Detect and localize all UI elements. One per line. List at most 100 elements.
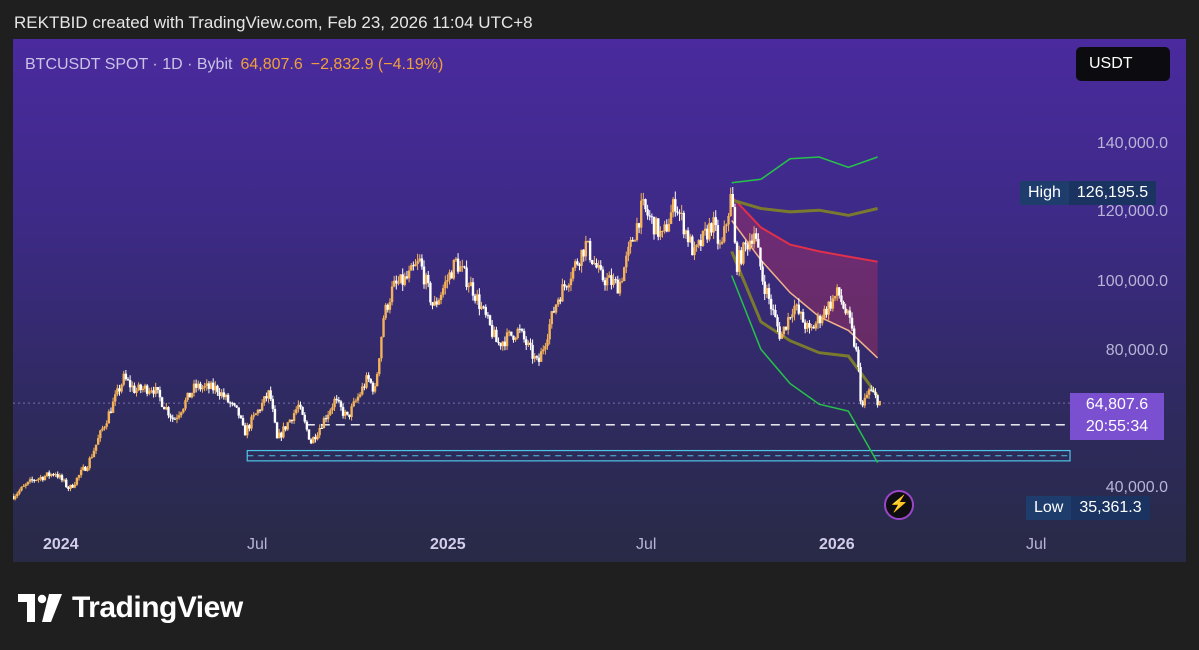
candle-body — [701, 230, 705, 246]
candle-body — [407, 270, 411, 279]
candle-body — [703, 228, 707, 231]
candle-body — [637, 223, 641, 228]
low-label: Low — [1026, 496, 1072, 520]
last-price-value: 64,807.6 — [1085, 396, 1149, 413]
candle-body — [808, 323, 811, 328]
low-price-tag: Low 35,361.3 — [1026, 496, 1150, 520]
last-price-tag: 64,807.6 20:55:34 — [1070, 393, 1164, 440]
candle-body — [465, 267, 468, 287]
candle-body — [371, 382, 375, 392]
candle-body — [735, 242, 739, 272]
candle-body — [650, 216, 654, 218]
candle-body — [35, 480, 38, 482]
candle-body — [186, 392, 189, 401]
candle-body — [493, 329, 496, 337]
candle-body — [525, 339, 528, 346]
candle-body — [65, 479, 68, 488]
candle-body — [314, 436, 317, 440]
candle-body — [173, 418, 177, 420]
candle-body — [612, 279, 615, 285]
candle-body — [780, 334, 783, 339]
candle-body — [759, 247, 762, 267]
candle-body — [56, 474, 59, 478]
candle-body — [522, 330, 526, 340]
candle-body — [331, 407, 334, 411]
candle-body — [695, 244, 698, 248]
candle-body — [128, 380, 132, 388]
candle-body — [26, 481, 30, 485]
candle-body — [565, 286, 568, 288]
candle-body — [671, 199, 675, 213]
candle-body — [237, 407, 240, 416]
candle-body — [761, 266, 764, 282]
candle-body — [116, 388, 119, 395]
candle-body — [486, 314, 490, 316]
candle-body — [484, 307, 487, 315]
candle-body — [769, 298, 773, 310]
candle-body — [714, 217, 717, 226]
y-tick-label: 80,000.0 — [1105, 342, 1168, 359]
candle-body — [114, 394, 117, 402]
candle-body — [118, 388, 121, 392]
candle-body — [463, 266, 466, 268]
y-tick-label: 40,000.0 — [1105, 479, 1168, 496]
candle-body — [833, 295, 837, 299]
candle-body — [295, 409, 298, 414]
candle-body — [797, 304, 801, 314]
candle-body — [631, 239, 634, 242]
candle-body — [478, 294, 481, 310]
candle-body — [390, 286, 394, 303]
candle-body — [435, 301, 438, 305]
candle-body — [537, 357, 541, 362]
candle-body — [280, 432, 283, 438]
candle-body — [433, 301, 436, 306]
candle-body — [667, 223, 671, 232]
candle-body — [835, 287, 839, 296]
chart-panel[interactable]: BTCUSDT SPOT · 1D · Bybit 64,807.6 −2,832.… — [13, 39, 1186, 562]
candle-body — [588, 240, 592, 261]
candle-body — [58, 475, 62, 478]
candle-body — [818, 315, 822, 324]
candle-body — [476, 294, 479, 301]
candle-body — [810, 326, 813, 328]
candle-body — [382, 318, 385, 337]
candle-body — [154, 387, 157, 394]
candle-body — [16, 493, 19, 497]
candle-body — [444, 281, 447, 289]
candle-body — [552, 311, 556, 313]
candle-body — [778, 326, 781, 339]
candle-body — [241, 418, 245, 426]
x-tick-label: 2024 — [43, 536, 79, 553]
candle-body — [109, 411, 113, 413]
candle-body — [33, 480, 36, 482]
candle-body — [73, 484, 76, 488]
candle-body — [24, 484, 27, 486]
candle-body — [373, 386, 377, 392]
candle-body — [403, 276, 407, 285]
candle-body — [135, 390, 138, 393]
candle-body — [595, 263, 598, 268]
candle-body — [640, 200, 643, 228]
candle-body — [239, 415, 243, 419]
candle-body — [122, 373, 125, 385]
candle-body — [488, 315, 492, 326]
candle-body — [571, 267, 575, 279]
candle-body — [188, 392, 191, 398]
candle-body — [439, 294, 443, 301]
candle-body — [431, 302, 434, 306]
candle-body — [507, 331, 511, 333]
candle-body — [684, 230, 688, 235]
lightning-bolt-icon[interactable]: ⚡ — [884, 490, 914, 520]
candle-body — [454, 258, 458, 261]
currency-button[interactable]: USDT — [1076, 47, 1170, 81]
price-chart[interactable] — [13, 39, 1186, 562]
candle-body — [126, 379, 130, 381]
candle-body — [299, 404, 302, 408]
candle-body — [616, 279, 619, 294]
candle-body — [748, 240, 752, 250]
candle-body — [586, 240, 590, 242]
candle-body — [865, 394, 869, 398]
candle-body — [427, 274, 430, 283]
candle-body — [233, 403, 236, 406]
candle-body — [297, 404, 300, 410]
